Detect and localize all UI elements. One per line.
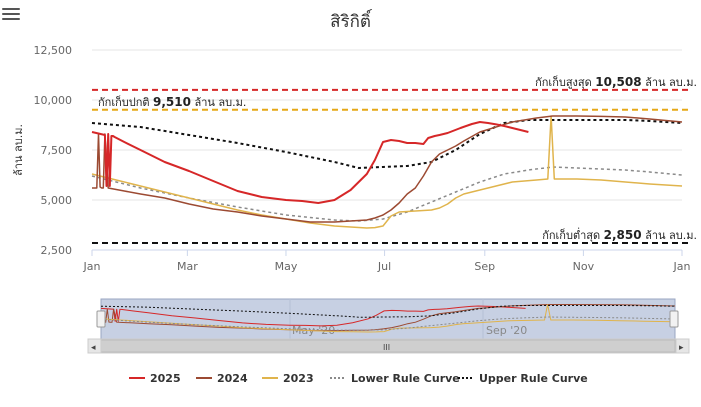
- series-group: [91, 115, 683, 229]
- navigator-series-line: [100, 305, 676, 318]
- series-line-2024[interactable]: [92, 115, 683, 223]
- navigator-label: Sep '20: [486, 324, 527, 337]
- y-tick-label: 10,000: [34, 94, 73, 107]
- series-line-2025[interactable]: [91, 121, 529, 204]
- navigator-right-handle[interactable]: [669, 310, 679, 328]
- menu-bar: [2, 18, 20, 20]
- legend-item-label[interactable]: 2023: [283, 372, 314, 385]
- x-tick-label: Jul: [377, 260, 391, 273]
- navigator-series: [100, 304, 676, 333]
- legend: 2025 2024 2023 Lower Rule Curve Upper Rule C…: [129, 372, 588, 385]
- y-tick-label: 12,500: [34, 44, 73, 57]
- left-arrow-icon: ◂: [91, 343, 96, 353]
- navigator-left-handle[interactable]: [96, 310, 106, 328]
- x-tick-label: Jan: [673, 260, 691, 273]
- y-tick-label: 7,500: [41, 144, 73, 157]
- series-line-lower-rule-curve[interactable]: [91, 166, 683, 222]
- ref-label-min: กักเก็บต่ำสุด 2,850 ล้าน ลบ.ม.: [542, 227, 697, 242]
- series-line-upper-rule-curve[interactable]: [91, 119, 683, 169]
- scrollbar-right-button[interactable]: [675, 338, 690, 354]
- x-tick-label: Jan: [83, 260, 101, 273]
- menu-bar: [2, 8, 20, 10]
- ref-label-max: กักเก็บสูงสุด 10,508 ล้าน ลบ.ม.: [535, 75, 697, 89]
- legend-item-label[interactable]: Upper Rule Curve: [479, 372, 588, 385]
- ref-label-normal: กักเก็บปกติ 9,510 ล้าน ลบ.ม.: [98, 95, 246, 109]
- reference-lines: [92, 88, 692, 244]
- legend-item-label[interactable]: Lower Rule Curve: [351, 372, 460, 385]
- x-tick-label: Sep: [474, 260, 495, 273]
- menu-bar: [2, 13, 20, 15]
- series-line-2023[interactable]: [91, 115, 683, 229]
- x-tick-label: Nov: [573, 260, 595, 273]
- legend-item-label[interactable]: 2025: [150, 372, 181, 385]
- axes: 2,500 5,000 7,500 10,000 12,500 Jan Mar May Jul S…: [12, 44, 691, 273]
- scrollbar-left-button[interactable]: [87, 338, 102, 354]
- scrollbar-grip-icon: III: [383, 343, 390, 352]
- navigator-series-line: [100, 304, 676, 333]
- chart-title: สิริกิติ์: [330, 12, 371, 32]
- navigator-series-line: [100, 316, 676, 331]
- x-tick-label: Mar: [177, 260, 198, 273]
- y-tick-label: 5,000: [41, 194, 73, 207]
- navigator[interactable]: May '20 Sep '20 ◂ ▸ III: [87, 298, 690, 354]
- navigator-series-line: [100, 305, 526, 327]
- x-tick-label: May: [275, 260, 298, 273]
- y-tick-label: 2,500: [41, 244, 73, 257]
- y-axis-title: ล้าน ลบ.ม.: [12, 124, 25, 176]
- right-arrow-icon: ▸: [679, 343, 684, 353]
- reference-labels: กักเก็บสูงสุด 10,508 ล้าน ลบ.ม. กักเก็บปก…: [98, 75, 697, 242]
- menu-icon[interactable]: [2, 6, 20, 22]
- legend-item-label[interactable]: 2024: [217, 372, 248, 385]
